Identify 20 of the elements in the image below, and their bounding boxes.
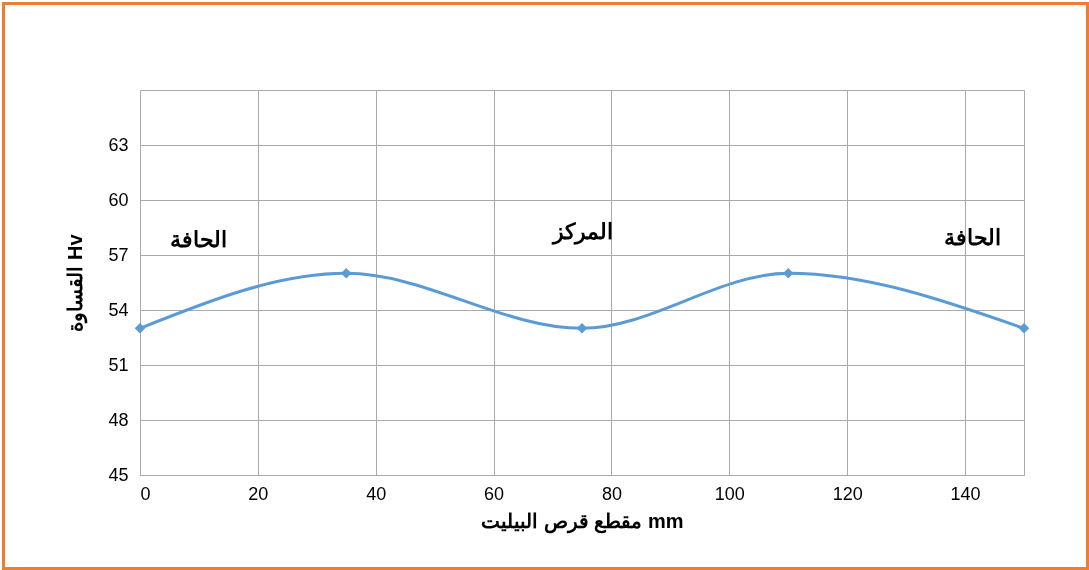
y-tick-label: 54: [108, 299, 129, 320]
x-tick-label: 100: [714, 483, 745, 504]
annotation: الحافة: [169, 227, 227, 252]
x-axis-title: مقطع قرص البيليت mm: [481, 509, 684, 534]
y-tick-label: 48: [108, 409, 129, 430]
x-tick-label: 0: [140, 483, 151, 504]
y-tick-label: 45: [108, 464, 129, 485]
x-tick-label: 140: [950, 483, 981, 504]
y-tick-label: 60: [108, 189, 129, 210]
y-axis-title: القساوة Hv: [64, 233, 89, 332]
x-tick-label: 120: [832, 483, 863, 504]
y-tick-label: 51: [108, 354, 129, 375]
y-tick-label: 57: [108, 244, 129, 265]
x-tick-label: 80: [601, 483, 622, 504]
y-tick-label: 63: [108, 134, 129, 155]
annotation: الحافة: [943, 225, 1001, 250]
x-tick-label: 20: [248, 483, 269, 504]
x-tick-label: 40: [366, 483, 387, 504]
x-tick-label: 60: [484, 483, 505, 504]
annotation: المركز: [551, 219, 613, 245]
